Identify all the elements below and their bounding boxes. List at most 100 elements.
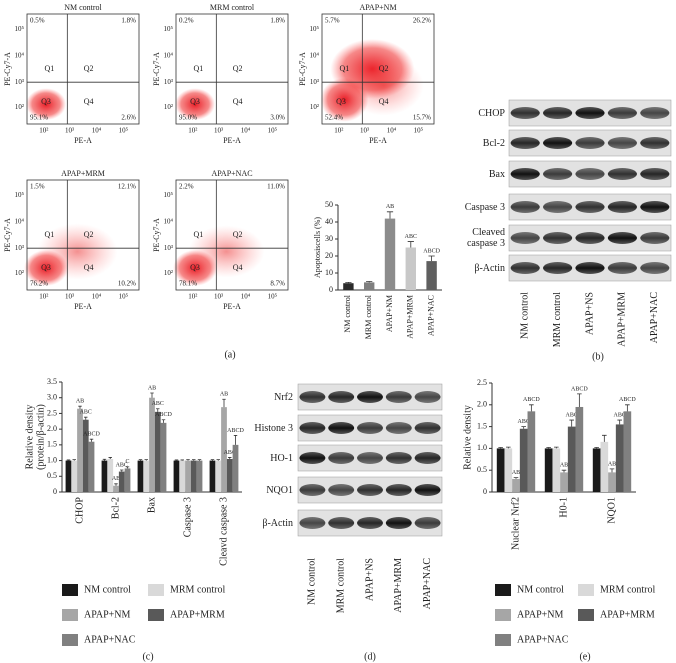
blot-band bbox=[575, 201, 605, 213]
bar bbox=[560, 472, 568, 492]
significance-label: AB bbox=[560, 463, 568, 469]
error-bar bbox=[84, 416, 88, 420]
bar bbox=[196, 460, 203, 492]
blot-band bbox=[328, 517, 355, 529]
blot-band bbox=[640, 232, 670, 244]
bar bbox=[519, 428, 528, 492]
blot-band bbox=[299, 484, 326, 496]
cell-cloud bbox=[343, 55, 424, 116]
blot-band bbox=[414, 391, 441, 403]
significance-label: ABC bbox=[224, 450, 236, 456]
quadrant-label: Q3 bbox=[190, 263, 200, 272]
x-axis-label: PE-A bbox=[74, 136, 92, 145]
bar bbox=[405, 247, 416, 290]
y-tick-label: 0.5 bbox=[477, 465, 487, 474]
blot-band bbox=[640, 107, 670, 119]
blot-band bbox=[607, 107, 637, 119]
y-tick-label: 1.5 bbox=[47, 440, 57, 449]
plot-frame bbox=[321, 13, 435, 125]
error-bar bbox=[222, 398, 226, 408]
bar bbox=[209, 460, 216, 492]
y-axis-label: Apoptosiscells (%) bbox=[313, 217, 322, 278]
legend-label: MRM control bbox=[170, 584, 226, 595]
x-axis-label: PE-A bbox=[223, 136, 241, 145]
error-bar bbox=[186, 459, 190, 461]
quadrant-pct: 52.4% bbox=[325, 114, 343, 122]
blot-band bbox=[328, 452, 355, 464]
bar bbox=[88, 441, 95, 492]
blot-band bbox=[357, 517, 383, 529]
quadrant-pct: 2.6% bbox=[121, 114, 136, 122]
blot-band bbox=[640, 168, 670, 180]
blot-band bbox=[575, 168, 605, 180]
panel-label: (d) bbox=[364, 651, 376, 662]
plot-title: MRM control bbox=[210, 3, 255, 12]
blot-band bbox=[575, 232, 605, 244]
error-bar bbox=[407, 241, 414, 248]
panel-label: (c) bbox=[142, 651, 153, 662]
quadrant-pct: 0.5% bbox=[30, 17, 45, 25]
blot-band bbox=[414, 517, 441, 529]
quadrant-pct: 76.2% bbox=[30, 280, 48, 288]
legend-label: APAP+NM bbox=[84, 609, 131, 620]
quadrant-pct: 26.2% bbox=[413, 17, 431, 25]
bar bbox=[496, 448, 505, 492]
y-axis-label: Relative density bbox=[462, 405, 473, 470]
significance-label: ABCD bbox=[571, 386, 588, 392]
row-label-box: Cleaved caspase 3 bbox=[467, 227, 505, 249]
bar bbox=[118, 471, 125, 492]
x-tick-label: H0-1 bbox=[558, 497, 569, 518]
panel-label: (a) bbox=[224, 349, 235, 360]
row-label-box: β-Actin bbox=[474, 263, 505, 274]
x-tick-label: 10⁴ bbox=[241, 127, 251, 135]
quadrant-pct: 95.1% bbox=[30, 114, 48, 122]
row-label-box: CHOP bbox=[478, 108, 505, 119]
error-bar bbox=[102, 458, 107, 461]
error-bar bbox=[602, 434, 607, 442]
column-label: MRM control bbox=[552, 292, 563, 348]
bar bbox=[504, 448, 513, 492]
quadrant-label: Q1 bbox=[194, 230, 204, 239]
row-label: Bcl-2 bbox=[482, 137, 505, 149]
significance-label: AB bbox=[112, 476, 120, 482]
x-tick-label: Bax bbox=[146, 497, 157, 513]
y-tick-label: 2.0 bbox=[477, 400, 487, 409]
x-tick-label: 10⁴ bbox=[241, 293, 251, 301]
significance-label: ABC bbox=[152, 401, 164, 407]
blot-band bbox=[385, 484, 412, 496]
blot-band bbox=[357, 422, 383, 434]
y-tick-label: 10² bbox=[15, 103, 24, 111]
panel-label: (e) bbox=[579, 651, 590, 662]
column-label: APAP+NS bbox=[584, 292, 595, 335]
bar bbox=[124, 468, 131, 492]
bar bbox=[101, 460, 108, 492]
column-label: NM control bbox=[519, 292, 530, 339]
significance-label: ABCD bbox=[155, 412, 172, 418]
quadrant-label: Q1 bbox=[194, 64, 204, 73]
y-tick-label: 1.5 bbox=[477, 421, 487, 430]
row-label: β-Actin bbox=[262, 517, 293, 529]
error-bar bbox=[114, 483, 118, 486]
blot-band bbox=[575, 107, 605, 119]
bar bbox=[113, 485, 119, 492]
blot-band bbox=[640, 137, 670, 149]
error-bar bbox=[66, 459, 71, 461]
blot-band bbox=[414, 452, 441, 464]
x-tick-label: 10³ bbox=[65, 127, 74, 135]
significance-label: ABCD bbox=[423, 248, 440, 254]
blot-band bbox=[299, 422, 326, 434]
bar bbox=[343, 283, 354, 290]
bar bbox=[173, 460, 180, 492]
blot-band bbox=[543, 168, 573, 180]
error-bar bbox=[569, 419, 574, 427]
legend-swatch bbox=[62, 634, 78, 646]
blot-band bbox=[510, 262, 540, 274]
blot-band bbox=[414, 422, 441, 434]
significance-label: AB bbox=[512, 470, 520, 476]
y-tick-label: 10⁴ bbox=[310, 51, 320, 59]
significance-label: ABC bbox=[116, 462, 128, 468]
x-tick-label: Bcl-2 bbox=[110, 497, 121, 519]
quadrant-label: Q3 bbox=[190, 97, 200, 106]
significance-label: ABC bbox=[405, 234, 417, 240]
